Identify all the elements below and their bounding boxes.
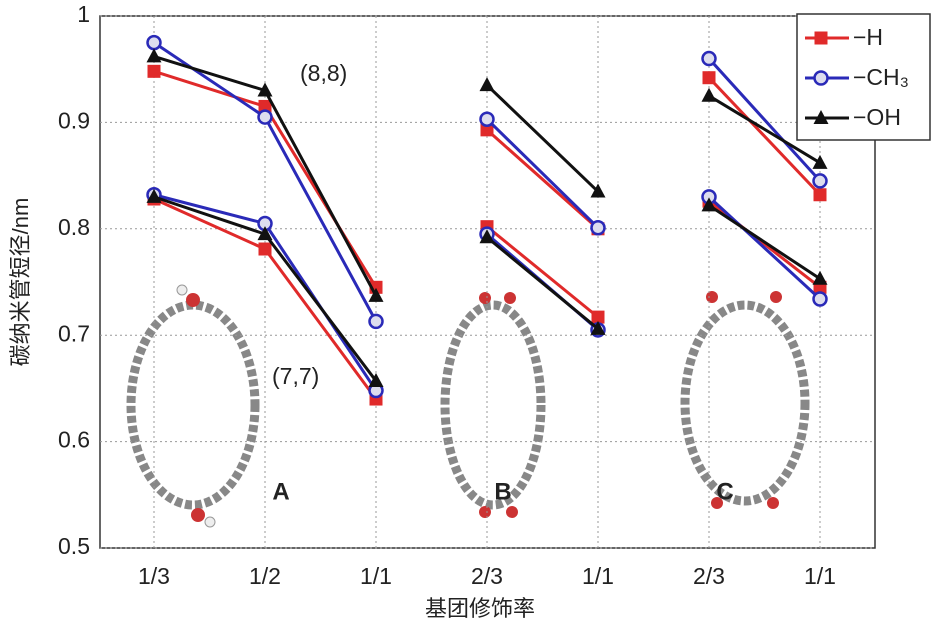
marker-triangle	[257, 82, 273, 97]
marker-circle	[479, 111, 495, 127]
annotation: (8,8)	[300, 60, 347, 86]
atom	[176, 284, 188, 296]
legend-label: −CH₃	[853, 64, 909, 90]
marker-triangle	[146, 48, 162, 63]
marker-circle	[812, 173, 828, 189]
y-tick-label: 0.8	[58, 214, 90, 240]
marker-triangle	[368, 287, 384, 302]
atom	[186, 293, 200, 307]
atom	[504, 292, 516, 304]
series-line	[707, 195, 822, 301]
y-axis-label: 碳纳米管短径/nm	[8, 198, 33, 367]
series-line	[707, 57, 822, 182]
marker-triangle	[701, 87, 717, 102]
panel-label: C	[716, 478, 733, 505]
y-tick-label: 0.5	[58, 533, 90, 559]
marker-square	[702, 71, 716, 85]
marker-circle	[590, 219, 606, 236]
series-line	[486, 128, 599, 230]
x-tick-label: 1/1	[804, 563, 836, 589]
marker-circle	[257, 109, 273, 125]
marker-square	[258, 242, 272, 256]
y-tick-label: 0.6	[58, 427, 90, 453]
series-line	[485, 118, 600, 229]
marker-triangle	[368, 372, 384, 387]
marker-circle	[812, 291, 828, 307]
marker-square	[147, 64, 161, 78]
atom	[479, 292, 491, 304]
atom	[770, 291, 782, 303]
molecules	[126, 284, 810, 528]
legend-label: −OH	[853, 104, 901, 130]
marker-triangle	[479, 77, 495, 92]
x-tick-label: 2/3	[471, 563, 503, 589]
x-tick-label: 1/1	[360, 563, 392, 589]
y-tick-label: 0.7	[58, 320, 90, 346]
x-tick-label: 1/2	[249, 563, 281, 589]
x-tick-label: 1/1	[582, 563, 614, 589]
panel-label: A	[272, 478, 289, 505]
marker-circle	[368, 313, 384, 330]
legend-marker	[813, 110, 829, 124]
x-tick-label: 2/3	[693, 563, 725, 589]
x-axis-label: 基团修饰率	[425, 596, 535, 621]
series-line	[486, 225, 599, 319]
nanotube-c	[680, 300, 810, 506]
panel-label: B	[494, 478, 511, 505]
marker-triangle	[812, 154, 828, 169]
series-line	[708, 94, 821, 165]
atom	[506, 506, 518, 518]
atom	[711, 497, 723, 509]
marker-triangle	[590, 320, 606, 335]
marker-triangle	[479, 229, 495, 244]
nanotube-b	[440, 300, 546, 510]
marker-triangle	[146, 188, 162, 203]
marker-circle	[701, 50, 717, 67]
atom	[767, 497, 779, 509]
series-line	[708, 204, 821, 281]
legend-label: −H	[853, 24, 883, 50]
marker-square	[813, 188, 827, 202]
marker-triangle	[590, 183, 606, 198]
series-line	[486, 236, 599, 330]
legend-marker	[814, 31, 828, 45]
marker-triangle	[812, 270, 828, 285]
y-tick-label: 1	[77, 1, 90, 27]
marker-circle	[146, 34, 162, 51]
marker-triangle	[701, 197, 717, 212]
legend: −H −CH₃ −OH	[796, 13, 931, 141]
atom	[479, 506, 491, 518]
atom	[191, 508, 205, 522]
series-line	[707, 76, 822, 196]
x-tick-label: 1/3	[138, 563, 170, 589]
annotation: (7,7)	[272, 363, 319, 389]
atom	[706, 291, 718, 303]
atom	[204, 516, 216, 528]
series-line	[485, 84, 600, 193]
y-tick-label: 0.9	[58, 107, 90, 133]
legend-marker	[813, 70, 829, 86]
marker-triangle	[257, 226, 273, 241]
series	[146, 48, 828, 387]
